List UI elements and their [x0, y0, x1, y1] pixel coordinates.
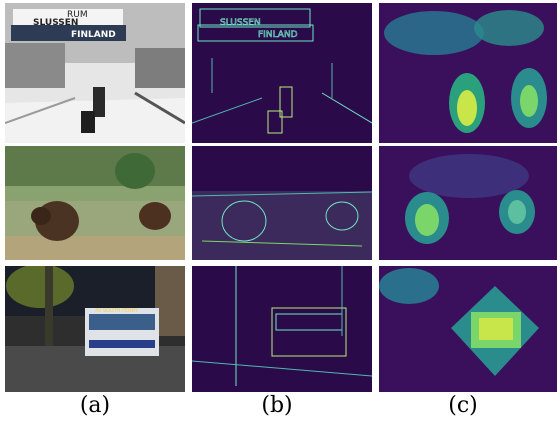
city-bus-edges — [192, 266, 372, 392]
snow-street-heatmap — [379, 3, 557, 143]
bears-meadow-photo — [5, 146, 185, 260]
bears-meadow-edges — [192, 146, 372, 260]
city-bus-photo: 45 SOUTH FERRY — [5, 266, 185, 392]
sign-line3: FINLAND — [71, 30, 116, 40]
caption-a: (a) — [79, 393, 111, 418]
bus-destination-sign: 45 SOUTH FERRY — [95, 308, 139, 314]
bears-meadow-heatmap — [379, 146, 557, 260]
caption-c: (c) — [448, 393, 478, 418]
snow-street-photo: RUM SLUSSEN FINLAND — [5, 3, 185, 143]
city-bus-heatmap — [379, 266, 557, 392]
sign-line2: SLUSSEN — [33, 18, 78, 28]
sign-top: RUM — [67, 10, 88, 20]
caption-b: (b) — [261, 393, 293, 418]
image-grid: RUM SLUSSEN FINLAND SLUSSEN FINLAND — [5, 3, 557, 392]
edge-sign-line2: SLUSSEN — [220, 18, 261, 28]
snow-street-edges: SLUSSEN FINLAND — [192, 3, 372, 143]
edge-sign-line3: FINLAND — [258, 30, 298, 40]
